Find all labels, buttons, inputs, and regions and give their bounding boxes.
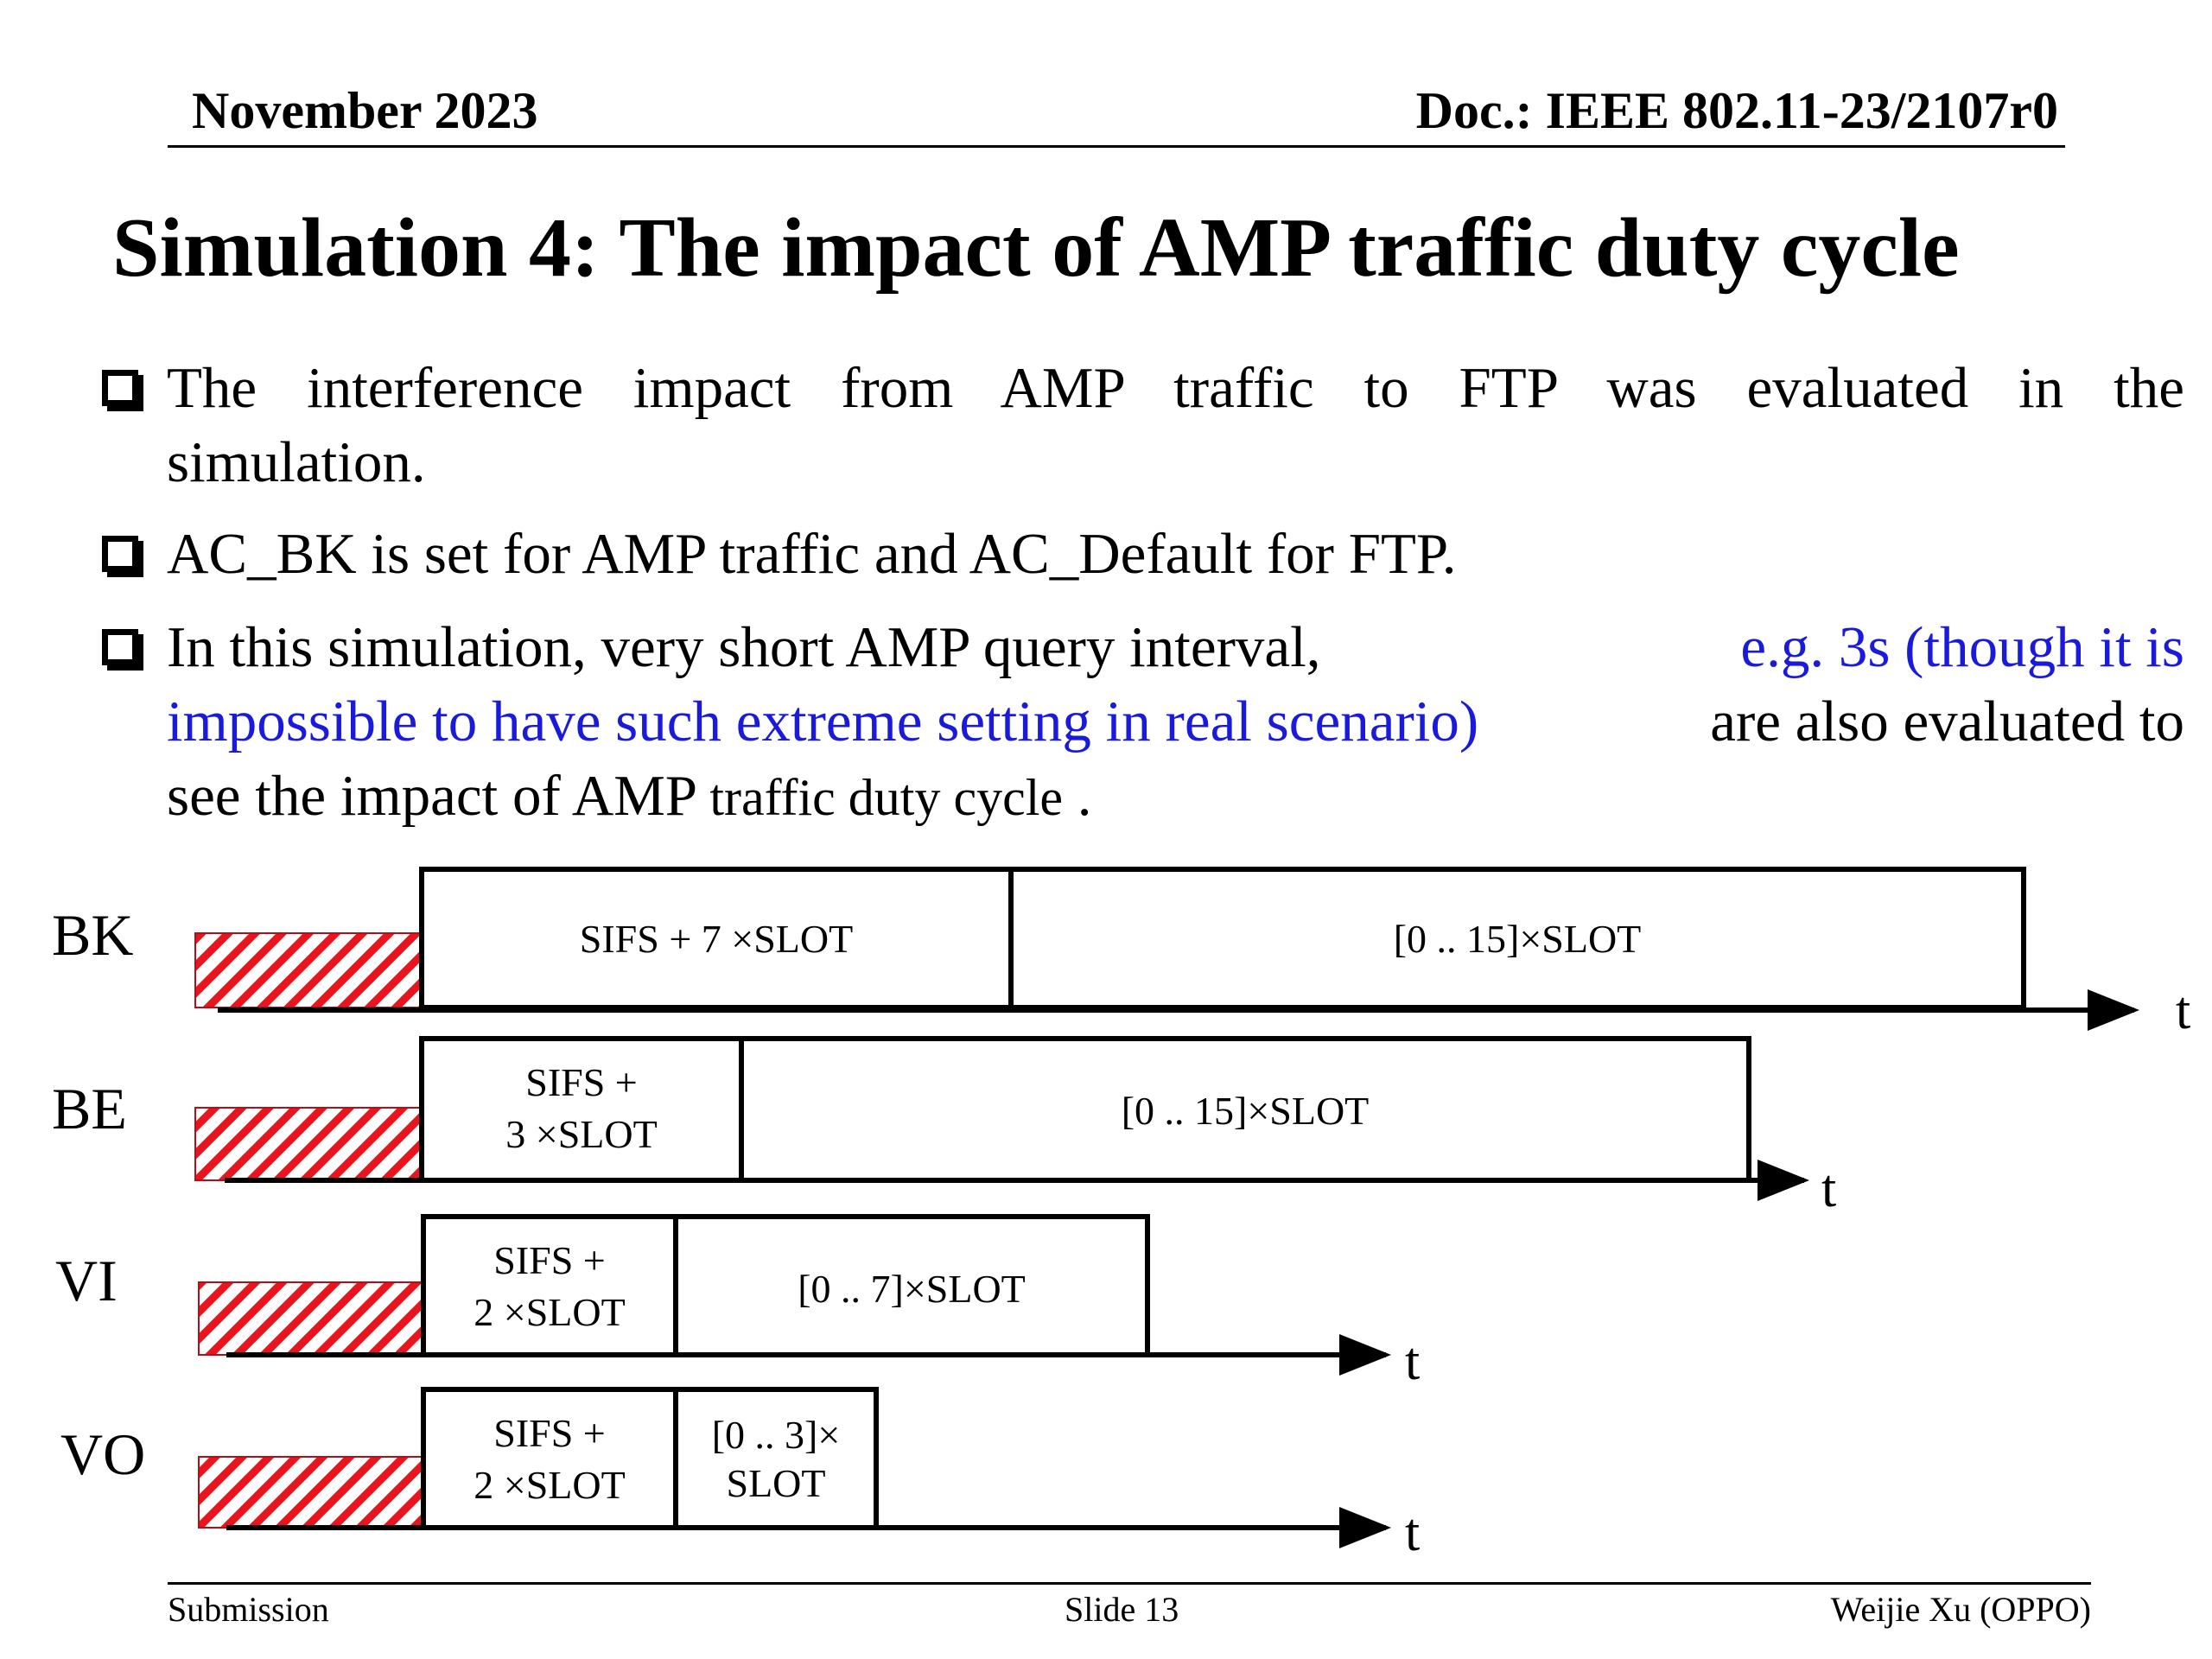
bullet-3-line-1-blue: e.g. 3s (though it is [1740, 615, 2184, 679]
ac-label-be: BE [52, 1076, 127, 1141]
aifs-text-bk: SIFS + 7 ×SLOT [580, 917, 853, 961]
checkbox-bullet-icon [102, 629, 138, 665]
time-label-vi: t [1405, 1332, 1420, 1391]
bullet-3-line-2-blue: impossible to have such extreme setting … [167, 690, 1479, 753]
row-vo: VO SIFS + 2 ×SLOT [0 .. 3]× SLOT t [60, 1387, 1420, 1562]
footer-submission: Submission [168, 1590, 329, 1629]
ac-label-vi: VI [55, 1248, 118, 1313]
bullet-1-line-2: simulation. [167, 430, 426, 494]
row-bk: BK SIFS + 7 ×SLOT [0 .. 15]×SLOT t [52, 867, 2190, 1040]
bullet-1-text: The interference impact from AMP traffic… [167, 351, 2184, 499]
hatch-busy-be [194, 1107, 423, 1181]
hatch-busy-bk [194, 932, 423, 1008]
hatch-busy-vo [198, 1456, 424, 1529]
aifs-text-vo-1: SIFS + [493, 1411, 606, 1455]
backoff-text-be: [0 .. 15]×SLOT [1122, 1089, 1370, 1133]
footer-rule [168, 1582, 2091, 1585]
backoff-text-vi: [0 .. 7]×SLOT [798, 1267, 1026, 1311]
aifs-text-be-1: SIFS + [525, 1060, 638, 1104]
bullet-3-line-3-c: . [1063, 764, 1092, 828]
checkbox-bullet-icon [102, 536, 138, 572]
ac-label-bk: BK [52, 902, 133, 968]
footer-slide-number: Slide 13 [1065, 1590, 1179, 1629]
footer-author: Weijie Xu (OPPO) [1830, 1590, 2091, 1629]
backoff-text-vo-2: SLOT [727, 1461, 826, 1505]
header-rule [168, 145, 2065, 148]
aifs-text-vo-2: 2 ×SLOT [474, 1463, 625, 1507]
bullet-3-line-2: impossible to have such extreme setting … [167, 684, 2184, 759]
time-label-be: t [1821, 1160, 1836, 1218]
bullet-1-line-1: The interference impact from AMP traffic… [167, 356, 2184, 420]
header-date: November 2023 [192, 82, 538, 139]
time-label-bk: t [2176, 982, 2190, 1040]
slide-title: Simulation 4: The impact of AMP traffic … [112, 201, 1960, 295]
bullet-2-text: AC_BK is set for AMP traffic and AC_Defa… [167, 522, 1457, 586]
bullet-3-line-2-black: are also evaluated to [1710, 690, 2184, 753]
bullet-3-line-3: see the impact of AMP traffic duty cycle… [167, 759, 2184, 835]
time-label-vo: t [1405, 1503, 1420, 1562]
ac-label-vo: VO [60, 1421, 145, 1487]
backoff-text-bk: [0 .. 15]×SLOT [1394, 917, 1642, 961]
aifs-box-vi [421, 1214, 678, 1357]
checkbox-bullet-icon [102, 370, 138, 406]
aifs-box-vo [421, 1387, 678, 1530]
bullet-3-line-3-a: see the impact of AMP [167, 764, 696, 828]
aifs-text-vi-2: 2 ×SLOT [474, 1290, 625, 1334]
row-vi: VI SIFS + 2 ×SLOT [0 .. 7]×SLOT t [55, 1214, 1420, 1391]
aifs-text-vi-1: SIFS + [493, 1238, 606, 1282]
backoff-text-vo-1: [0 .. 3]× [712, 1413, 841, 1457]
bullet-3-line-3-b: traffic duty cycle [709, 769, 1064, 826]
header-doc-id: Doc.: IEEE 802.11-23/2107r0 [1415, 82, 2058, 139]
bullet-3-line-1-black: In this simulation, very short AMP query… [167, 615, 1321, 679]
hatch-busy-vi [198, 1281, 424, 1356]
row-be: BE SIFS + 3 ×SLOT [0 .. 15]×SLOT t [52, 1036, 1836, 1218]
bullet-3-line-1: In this simulation, very short AMP query… [167, 610, 2184, 684]
backoff-box-vo [673, 1387, 879, 1530]
aifs-text-be-2: 3 ×SLOT [505, 1112, 657, 1156]
bullet-3-text: In this simulation, very short AMP query… [167, 610, 2184, 835]
